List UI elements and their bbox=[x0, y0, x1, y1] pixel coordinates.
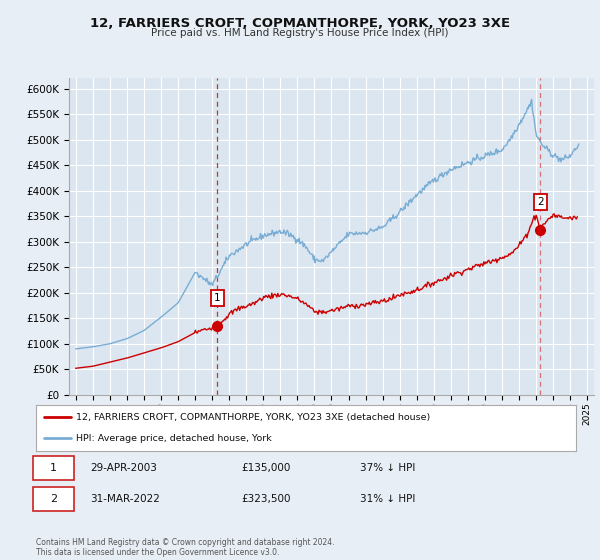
FancyBboxPatch shape bbox=[34, 456, 74, 480]
Text: 1: 1 bbox=[50, 463, 57, 473]
Text: 37% ↓ HPI: 37% ↓ HPI bbox=[360, 463, 415, 473]
Text: Contains HM Land Registry data © Crown copyright and database right 2024.
This d: Contains HM Land Registry data © Crown c… bbox=[36, 538, 335, 557]
Text: 1: 1 bbox=[214, 293, 221, 303]
Text: Price paid vs. HM Land Registry's House Price Index (HPI): Price paid vs. HM Land Registry's House … bbox=[151, 28, 449, 38]
Text: 31-MAR-2022: 31-MAR-2022 bbox=[90, 494, 160, 504]
FancyBboxPatch shape bbox=[34, 487, 74, 511]
Text: 12, FARRIERS CROFT, COPMANTHORPE, YORK, YO23 3XE: 12, FARRIERS CROFT, COPMANTHORPE, YORK, … bbox=[90, 17, 510, 30]
Text: 31% ↓ HPI: 31% ↓ HPI bbox=[360, 494, 415, 504]
Text: 29-APR-2003: 29-APR-2003 bbox=[90, 463, 157, 473]
Text: HPI: Average price, detached house, York: HPI: Average price, detached house, York bbox=[77, 434, 272, 443]
Text: 12, FARRIERS CROFT, COPMANTHORPE, YORK, YO23 3XE (detached house): 12, FARRIERS CROFT, COPMANTHORPE, YORK, … bbox=[77, 413, 431, 422]
Text: £135,000: £135,000 bbox=[241, 463, 290, 473]
Text: 2: 2 bbox=[50, 494, 57, 504]
Text: 2: 2 bbox=[537, 197, 544, 207]
Text: £323,500: £323,500 bbox=[241, 494, 290, 504]
